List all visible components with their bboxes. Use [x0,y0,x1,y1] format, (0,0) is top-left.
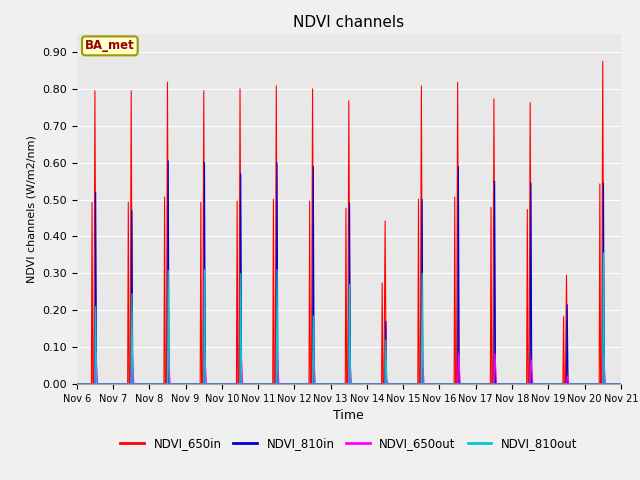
NDVI_810out [600,250,607,256]
NDVI_810out [424,381,431,387]
NDVI_650in [599,59,607,64]
NDVI_810out [189,381,197,387]
Legend: NDVI_650in, NDVI_810in, NDVI_650out, NDVI_810out: NDVI_650in, NDVI_810in, NDVI_650out, NDV… [116,433,582,455]
NDVI_650out [237,348,245,354]
Text: BA_met: BA_met [85,39,134,52]
NDVI_650in [501,381,509,387]
NDVI_810out [184,381,191,387]
NDVI_810in [424,381,431,387]
NDVI_650in [73,381,81,387]
NDVI_650out [73,381,81,387]
NDVI_810out [276,381,284,387]
NDVI_650in [276,381,284,387]
NDVI_650out [184,381,191,387]
NDVI_650out [276,381,284,387]
NDVI_650out [501,381,509,387]
NDVI_650in [184,381,191,387]
NDVI_650in [189,381,197,387]
NDVI_810in [617,381,625,387]
Line: NDVI_650out: NDVI_650out [77,351,621,384]
X-axis label: Time: Time [333,409,364,422]
NDVI_810out [617,381,625,387]
NDVI_810in [276,381,284,387]
Title: NDVI channels: NDVI channels [293,15,404,30]
NDVI_810in [164,158,172,164]
NDVI_650out [615,381,623,387]
NDVI_650in [615,381,623,387]
NDVI_650out [189,381,197,387]
NDVI_810in [73,381,81,387]
NDVI_650in [424,381,431,387]
NDVI_650out [424,381,431,387]
Line: NDVI_650in: NDVI_650in [77,61,621,384]
NDVI_810in [501,381,509,387]
NDVI_650in [617,381,625,387]
NDVI_650out [617,381,625,387]
NDVI_810in [189,381,197,387]
NDVI_810out [73,381,81,387]
NDVI_810out [501,381,509,387]
NDVI_810in [184,381,191,387]
Line: NDVI_810out: NDVI_810out [77,253,621,384]
NDVI_810out [615,381,623,387]
NDVI_810in [615,381,623,387]
Line: NDVI_810in: NDVI_810in [77,161,621,384]
Y-axis label: NDVI channels (W/m2/nm): NDVI channels (W/m2/nm) [27,135,36,283]
